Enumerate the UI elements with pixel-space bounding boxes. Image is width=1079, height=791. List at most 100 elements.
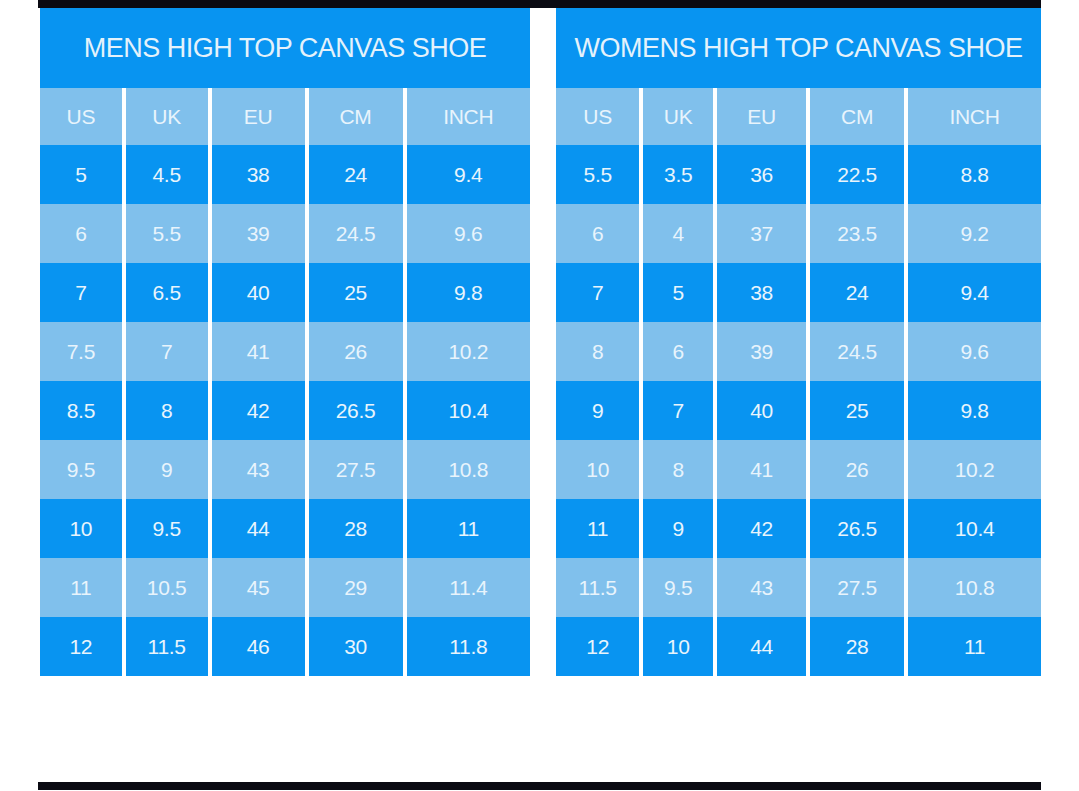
size-cell: 7 <box>556 263 643 322</box>
size-cell: 43 <box>212 440 309 499</box>
size-cell: 11 <box>40 558 126 617</box>
size-cell: 5 <box>643 263 717 322</box>
size-cell: 9.6 <box>407 204 530 263</box>
size-cell: 40 <box>212 263 309 322</box>
size-cell: 11 <box>556 499 643 558</box>
size-cell: 26 <box>810 440 908 499</box>
size-cell: 11.5 <box>556 558 643 617</box>
size-cell: 9.2 <box>908 204 1041 263</box>
size-cell: 11 <box>908 617 1041 676</box>
size-cell: 12 <box>40 617 126 676</box>
size-cell: 37 <box>717 204 810 263</box>
size-cell: 6 <box>556 204 643 263</box>
size-cell: 27.5 <box>810 558 908 617</box>
size-cell: 24 <box>309 145 407 204</box>
column-header-cm: CM <box>309 88 407 145</box>
size-cell: 5 <box>40 145 126 204</box>
size-cell: 11.8 <box>407 617 530 676</box>
size-cell: 44 <box>717 617 810 676</box>
size-cell: 9.6 <box>908 322 1041 381</box>
womens-size-table: WOMENS HIGH TOP CANVAS SHOE USUKEUCMINCH… <box>556 8 1041 676</box>
size-cell: 46 <box>212 617 309 676</box>
size-cell: 42 <box>717 499 810 558</box>
size-cell: 45 <box>212 558 309 617</box>
size-cell: 29 <box>309 558 407 617</box>
size-cell: 6 <box>643 322 717 381</box>
size-cell: 40 <box>717 381 810 440</box>
size-cell: 9.8 <box>908 381 1041 440</box>
size-cell: 38 <box>717 263 810 322</box>
column-header-us: US <box>556 88 643 145</box>
size-cell: 9.4 <box>908 263 1041 322</box>
size-cell: 11 <box>407 499 530 558</box>
size-cell: 9.5 <box>126 499 212 558</box>
size-cell: 41 <box>717 440 810 499</box>
size-cell: 9.4 <box>407 145 530 204</box>
size-cell: 11.5 <box>126 617 212 676</box>
size-cell: 10.2 <box>407 322 530 381</box>
size-cell: 25 <box>309 263 407 322</box>
size-cell: 36 <box>717 145 810 204</box>
size-cell: 5.5 <box>126 204 212 263</box>
size-cell: 6 <box>40 204 126 263</box>
size-cell: 44 <box>212 499 309 558</box>
column-header-us: US <box>40 88 126 145</box>
size-cell: 4 <box>643 204 717 263</box>
size-cell: 5.5 <box>556 145 643 204</box>
size-cell: 28 <box>309 499 407 558</box>
top-border-bar <box>38 0 1041 8</box>
bottom-border-bar <box>38 782 1041 790</box>
size-cell: 8 <box>126 381 212 440</box>
size-cell: 23.5 <box>810 204 908 263</box>
size-cell: 22.5 <box>810 145 908 204</box>
size-cell: 24.5 <box>810 322 908 381</box>
size-cell: 10.2 <box>908 440 1041 499</box>
size-cell: 41 <box>212 322 309 381</box>
size-cell: 10.8 <box>407 440 530 499</box>
size-cell: 7.5 <box>40 322 126 381</box>
size-cell: 10 <box>40 499 126 558</box>
size-cell: 3.5 <box>643 145 717 204</box>
size-cell: 6.5 <box>126 263 212 322</box>
size-cell: 30 <box>309 617 407 676</box>
size-cell: 7 <box>126 322 212 381</box>
size-cell: 25 <box>810 381 908 440</box>
size-cell: 10.4 <box>908 499 1041 558</box>
size-cell: 10.8 <box>908 558 1041 617</box>
size-cell: 10.4 <box>407 381 530 440</box>
womens-table-grid: USUKEUCMINCH5.53.53622.58.8643723.59.275… <box>556 88 1041 676</box>
size-cell: 8 <box>643 440 717 499</box>
size-cell: 8 <box>556 322 643 381</box>
size-cell: 26 <box>309 322 407 381</box>
size-cell: 27.5 <box>309 440 407 499</box>
mens-table-grid: USUKEUCMINCH54.538249.465.53924.59.676.5… <box>40 88 530 676</box>
column-header-eu: EU <box>212 88 309 145</box>
size-cell: 9.5 <box>40 440 126 499</box>
size-cell: 24.5 <box>309 204 407 263</box>
column-header-cm: CM <box>810 88 908 145</box>
size-cell: 26.5 <box>309 381 407 440</box>
size-cell: 7 <box>643 381 717 440</box>
size-cell: 10 <box>556 440 643 499</box>
size-cell: 38 <box>212 145 309 204</box>
size-cell: 11.4 <box>407 558 530 617</box>
size-cell: 8.8 <box>908 145 1041 204</box>
size-cell: 26.5 <box>810 499 908 558</box>
size-cell: 9 <box>556 381 643 440</box>
size-cell: 42 <box>212 381 309 440</box>
size-cell: 4.5 <box>126 145 212 204</box>
size-cell: 7 <box>40 263 126 322</box>
size-cell: 10.5 <box>126 558 212 617</box>
size-cell: 12 <box>556 617 643 676</box>
column-header-uk: UK <box>643 88 717 145</box>
column-header-inch: INCH <box>908 88 1041 145</box>
size-cell: 28 <box>810 617 908 676</box>
size-cell: 24 <box>810 263 908 322</box>
size-cell: 10 <box>643 617 717 676</box>
size-cell: 9.8 <box>407 263 530 322</box>
column-header-eu: EU <box>717 88 810 145</box>
mens-size-table: MENS HIGH TOP CANVAS SHOE USUKEUCMINCH54… <box>40 8 530 676</box>
size-cell: 9.5 <box>643 558 717 617</box>
mens-table-title: MENS HIGH TOP CANVAS SHOE <box>40 8 530 88</box>
column-header-inch: INCH <box>407 88 530 145</box>
